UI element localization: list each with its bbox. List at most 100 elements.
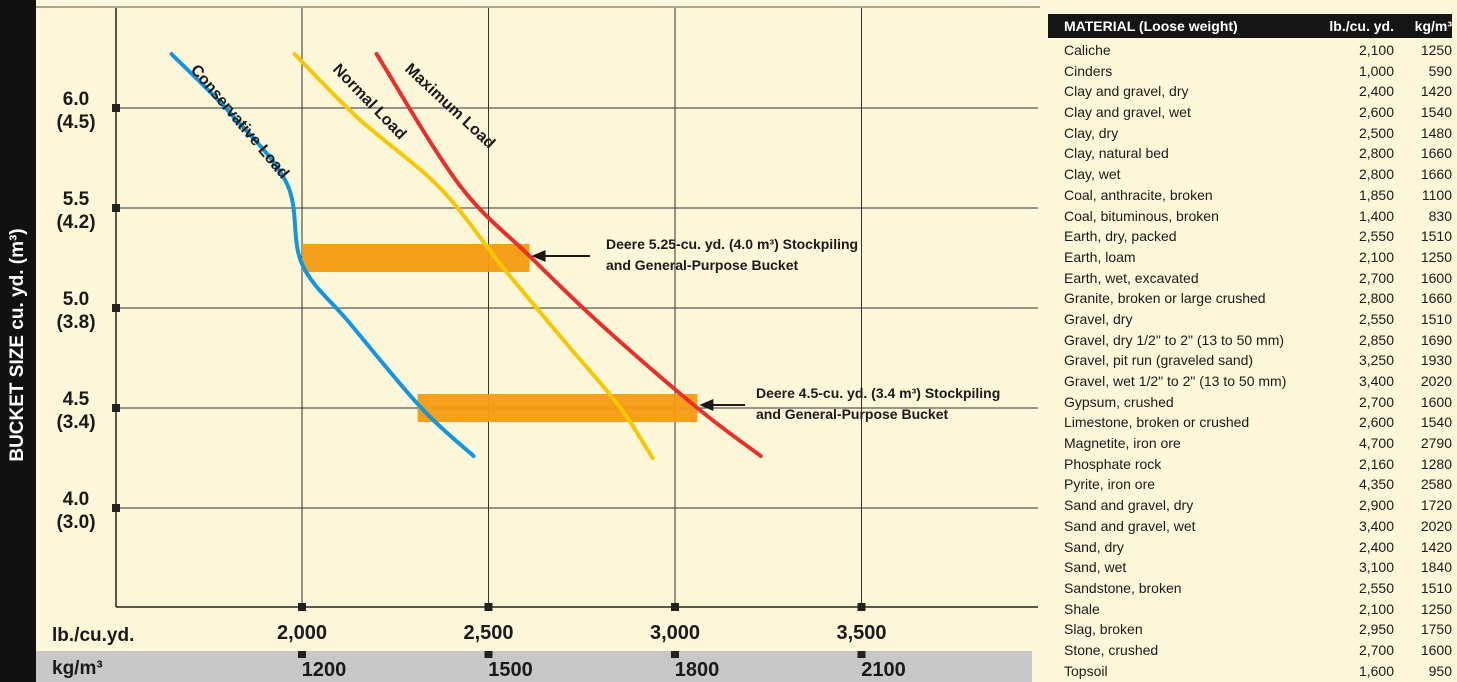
kg-per-m3-value: 2020 — [1420, 373, 1452, 389]
table-row: Shale 2,100 1250 — [1048, 599, 1452, 620]
kg-per-m3-value: 2020 — [1420, 517, 1452, 534]
y-tick-label: 5.0 — [63, 289, 89, 310]
table-row: Sand and gravel, wet 3,400 2020 — [1048, 516, 1452, 537]
maximum-load-line — [374, 52, 763, 458]
table-row: Cinders 1,000 590 — [1048, 61, 1452, 82]
material-density-table: MATERIAL (Loose weight) lb./cu. yd. kg/m… — [1048, 14, 1452, 681]
y-axis-title-strip: BUCKET SIZE cu. yd. (m³) — [0, 0, 36, 682]
material-name: Slag, broken — [1064, 621, 1143, 638]
material-name: Sand, dry — [1064, 538, 1124, 555]
lb-per-cuyd-value: 4,700 — [1358, 435, 1394, 452]
lb-per-cuyd-value: 2,100 — [1358, 600, 1394, 617]
lb-per-cuyd-value: 2,700 — [1358, 269, 1394, 286]
kg-per-m3-value: 1540 — [1420, 104, 1452, 121]
y-tick-label: 4.0 — [63, 489, 89, 510]
kg-per-m3-value: 830 — [1428, 207, 1452, 224]
kg-per-m3-value: 1660 — [1420, 166, 1452, 183]
kg-per-m3-value: 1600 — [1420, 641, 1452, 658]
kg-per-m3-value: 1600 — [1420, 393, 1452, 410]
lb-per-cuyd-value: 2,400 — [1358, 83, 1394, 100]
lb-per-cuyd-value: 2,950 — [1358, 621, 1394, 638]
material-name: Clay, dry — [1064, 124, 1119, 141]
bucket-highlight-band — [417, 394, 698, 422]
material-name: Coal, bituminous, broken — [1064, 207, 1219, 224]
bucket-annotation-line1: Deere 5.25-cu. yd. (4.0 m³) Stockpiling — [606, 236, 858, 252]
lb-per-cuyd-value: 2,160 — [1358, 455, 1394, 472]
table-row: Clay, wet 2,800 1660 — [1048, 164, 1452, 185]
kg-per-m3-value: 1510 — [1420, 579, 1452, 596]
material-name: Limestone, broken or crushed — [1064, 414, 1250, 431]
lb-per-cuyd-value: 2,900 — [1358, 497, 1394, 514]
table-row: Granite, broken or large crushed 2,800 166… — [1048, 288, 1452, 309]
table-row: Caliche 2,100 1250 — [1048, 40, 1452, 61]
table-row: Clay, natural bed 2,800 1660 — [1048, 143, 1452, 164]
lb-per-cuyd-value: 2,100 — [1358, 42, 1394, 58]
lb-per-cuyd-value: 2,600 — [1358, 414, 1394, 431]
table-row: Clay and gravel, dry 2,400 1420 — [1048, 81, 1452, 102]
x2-axis-unit-label: kg/m³ — [52, 658, 103, 679]
table-row: Stone, crushed 2,700 1600 — [1048, 640, 1452, 661]
lb-per-cuyd-value: 2,600 — [1358, 104, 1394, 121]
kg-per-m3-value: 1750 — [1420, 621, 1452, 638]
x-tick-label: 2,000 — [277, 622, 327, 644]
lb-per-cuyd-value: 2,550 — [1358, 228, 1394, 245]
kg-per-m3-value: 1540 — [1420, 414, 1452, 431]
table-row: Coal, bituminous, broken 1,400 830 — [1048, 206, 1452, 227]
material-name: Earth, dry, packed — [1064, 228, 1177, 245]
material-name: Topsoil — [1064, 662, 1108, 679]
lb-per-cuyd-value: 2,800 — [1358, 290, 1394, 307]
lb-per-cuyd-value: 2,550 — [1358, 310, 1394, 327]
x2-tick-label: 2100 — [861, 659, 906, 681]
header-material: MATERIAL (Loose weight) — [1064, 18, 1238, 34]
lb-per-cuyd-value: 3,400 — [1358, 373, 1394, 389]
lb-per-cuyd-value: 2,800 — [1358, 166, 1394, 183]
kg-per-m3-value: 950 — [1428, 662, 1452, 679]
material-name: Clay, natural bed — [1064, 145, 1169, 162]
material-name: Coal, anthracite, broken — [1064, 186, 1213, 203]
material-name: Granite, broken or large crushed — [1064, 290, 1266, 307]
lb-per-cuyd-value: 2,800 — [1358, 145, 1394, 162]
material-name: Gypsum, crushed — [1064, 393, 1174, 410]
lb-per-cuyd-value: 1,400 — [1358, 207, 1394, 224]
lb-per-cuyd-value: 2,100 — [1358, 248, 1394, 265]
table-row: Phosphate rock 2,160 1280 — [1048, 454, 1452, 475]
lb-per-cuyd-value: 2,850 — [1358, 331, 1394, 348]
x-tick-label: 2,500 — [463, 622, 513, 644]
table-row: Topsoil 1,600 950 — [1048, 661, 1452, 682]
series-label: Conservative Load — [187, 62, 292, 183]
lb-per-cuyd-value: 1,000 — [1358, 62, 1394, 79]
lb-per-cuyd-value: 3,400 — [1358, 517, 1394, 534]
lb-per-cuyd-value: 3,100 — [1358, 559, 1394, 576]
material-name: Shale — [1064, 600, 1100, 617]
x-tick-label: 3,500 — [836, 622, 886, 644]
x-tick-mark — [857, 603, 866, 611]
kg-per-m3-value: 1280 — [1420, 455, 1452, 472]
material-name: Gravel, dry 1/2" to 2" (13 to 50 mm) — [1064, 331, 1285, 348]
lb-per-cuyd-value: 2,550 — [1358, 579, 1394, 596]
lb-per-cuyd-value: 2,400 — [1358, 538, 1394, 555]
x2-tick-mark — [484, 651, 493, 658]
bucket-annotation-line2: and General-Purpose Bucket — [606, 257, 799, 273]
conservative-load-line — [169, 52, 476, 458]
x-axis-unit-label: lb./cu.yd. — [52, 625, 134, 646]
table-row: Earth, dry, packed 2,550 1510 — [1048, 226, 1452, 247]
lb-per-cuyd-value: 2,700 — [1358, 393, 1394, 410]
material-name: Earth, wet, excavated — [1064, 269, 1199, 286]
material-name: Clay and gravel, dry — [1064, 83, 1189, 100]
x-tick-mark — [298, 603, 306, 611]
kg-per-m3-value: 1100 — [1421, 186, 1452, 203]
bucket-annotation-line1: Deere 4.5-cu. yd. (3.4 m³) Stockpiling — [756, 385, 1000, 401]
bucket-annotation-line2: and General-Purpose Bucket — [756, 406, 949, 422]
table-body: Caliche 2,100 1250 Cinders 1,000 590 Clay and … — [1048, 40, 1452, 681]
kg-per-m3-value: 1250 — [1420, 600, 1452, 617]
table-row: Gypsum, crushed 2,700 1600 — [1048, 392, 1452, 413]
material-name: Earth, loam — [1064, 248, 1136, 265]
table-row: Sand and gravel, dry 2,900 1720 — [1048, 495, 1452, 516]
material-name: Sand and gravel, dry — [1064, 497, 1194, 514]
y-tick-mark — [112, 204, 120, 212]
lb-per-cuyd-value: 1,850 — [1358, 186, 1394, 203]
table-row: Slag, broken 2,950 1750 — [1048, 619, 1452, 640]
material-name: Phosphate rock — [1064, 455, 1162, 472]
kg-per-m3-value: 1840 — [1420, 559, 1452, 576]
x2-tick-mark — [671, 651, 679, 658]
